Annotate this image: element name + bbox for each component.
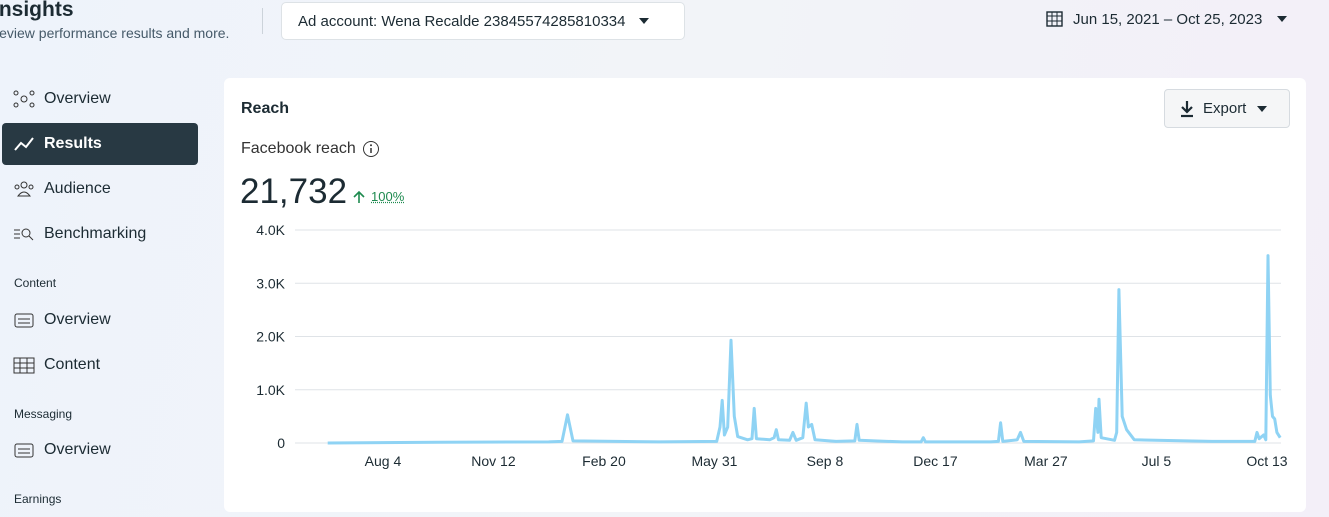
x-tick-label: May 31 — [691, 453, 737, 469]
x-tick-label: Nov 12 — [471, 453, 516, 469]
section-title: Earnings — [14, 492, 62, 506]
caret — [1257, 105, 1268, 112]
export-button[interactable]: Export — [1164, 89, 1290, 128]
nav-item[interactable]: Overview — [2, 78, 198, 120]
nav-label: Overview — [44, 441, 111, 458]
reach-line — [327, 254, 1282, 445]
section-title: Content — [14, 276, 57, 290]
y-tick-label: 0 — [277, 435, 285, 451]
ad-account-label: Ad account: Wena Recalde 238455742858103… — [298, 12, 626, 30]
caret — [1277, 16, 1288, 22]
nav-item[interactable]: Overview — [2, 299, 198, 341]
info-icon[interactable] — [362, 140, 380, 158]
y-tick-label: 4.0K — [256, 222, 285, 238]
export-label: Export — [1203, 100, 1247, 117]
nav-label: Benchmarking — [44, 225, 147, 242]
icon — [14, 443, 34, 458]
x-tick-label: Feb 20 — [582, 453, 626, 469]
icon — [14, 313, 34, 328]
divider — [262, 8, 263, 34]
date-range-picker[interactable]: Jun 15, 2021 – Oct 25, 2023 — [1046, 10, 1288, 28]
y-tick-label: 3.0K — [256, 275, 285, 291]
icon — [14, 228, 34, 241]
nav-label: Overview — [44, 311, 111, 328]
metric-value: 21,732 — [240, 172, 348, 211]
x-tick-label: Dec 17 — [913, 453, 958, 469]
x-tick-label: Jul 5 — [1142, 453, 1172, 469]
icon — [13, 357, 35, 374]
calendar-icon — [1046, 11, 1063, 27]
section-title: Messaging — [14, 407, 73, 421]
nav-item[interactable]: Benchmarking — [2, 213, 198, 255]
nav-item[interactable]: Overview — [2, 429, 198, 471]
metric-change: 100% — [352, 189, 404, 204]
ad-account-select[interactable]: Ad account: Wena Recalde 238455742858103… — [281, 2, 685, 40]
icon — [13, 90, 35, 108]
y-tick-label: 2.0K — [256, 329, 285, 345]
nav-item[interactable]: Content — [2, 344, 198, 386]
nav-label: Content — [44, 356, 101, 373]
nav-label: Audience — [44, 180, 111, 197]
nav-label: Results — [44, 135, 102, 152]
x-tick-label: Aug 4 — [365, 453, 402, 469]
metric-label: Facebook reach — [241, 140, 356, 157]
caret — [638, 18, 649, 24]
download-icon — [1181, 100, 1193, 117]
icon — [14, 137, 34, 151]
x-tick-label: Sep 8 — [807, 453, 844, 469]
icon — [14, 181, 34, 197]
nav-item[interactable]: Audience — [2, 168, 198, 210]
up-arrow — [353, 190, 365, 203]
x-tick-label: Oct 13 — [1246, 453, 1287, 469]
nav-label: Overview — [44, 90, 111, 107]
y-tick-label: 1.0K — [256, 382, 285, 398]
page-title: Insights — [0, 0, 74, 21]
card-title: Reach — [241, 100, 290, 117]
date-range: Jun 15, 2021 – Oct 25, 2023 — [1073, 10, 1263, 28]
page-subtitle: Review performance results and more. — [0, 25, 230, 41]
x-tick-label: Mar 27 — [1024, 453, 1068, 469]
change-value: 100% — [371, 189, 405, 204]
metric-label-row: Facebook reach — [241, 140, 380, 158]
nav-item-active[interactable]: Results — [2, 123, 198, 165]
